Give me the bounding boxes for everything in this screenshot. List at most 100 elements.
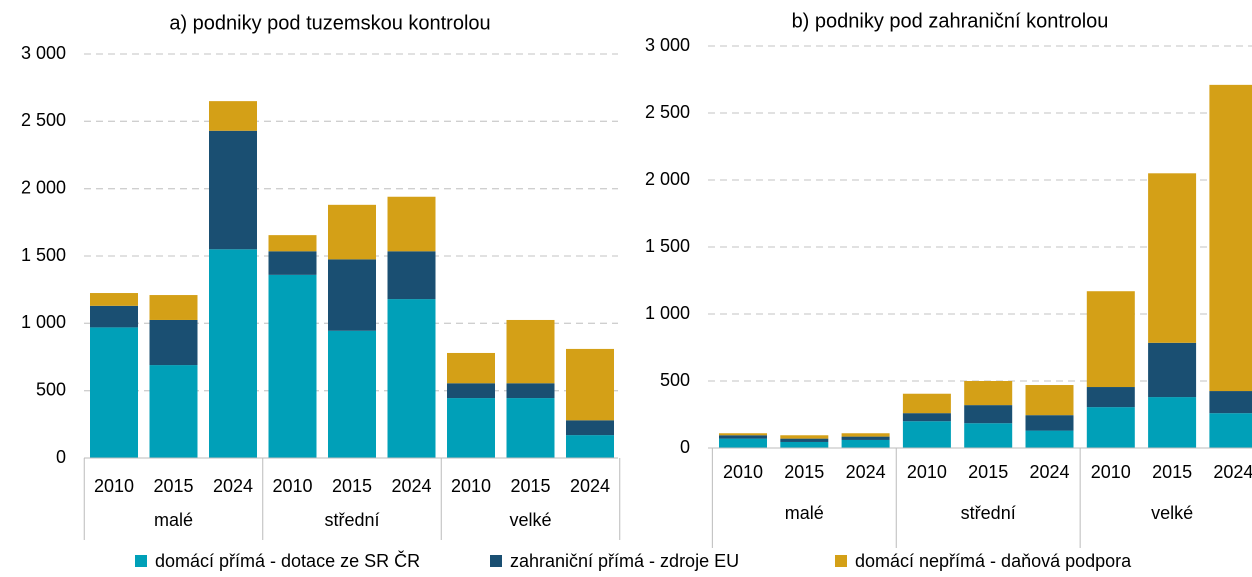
bar-segment (328, 330, 376, 458)
bar-segment (780, 435, 829, 439)
y-tick-label: 3 000 (645, 35, 690, 55)
bar-segment (447, 352, 495, 384)
y-tick-label: 1 500 (645, 236, 690, 256)
group-label: střední (324, 510, 379, 530)
bar-segment (902, 421, 951, 448)
bar-segment (1148, 397, 1197, 448)
x-tick-label: 2015 (332, 476, 372, 496)
bar-segment (149, 365, 198, 458)
bar-segment (1086, 291, 1135, 388)
bar-segment (902, 413, 951, 422)
bar-segment (1148, 342, 1197, 398)
bar-segment (387, 251, 436, 300)
x-tick-label: 2024 (1029, 462, 1069, 482)
group-label: malé (785, 503, 824, 523)
x-tick-label: 2015 (153, 476, 193, 496)
bar-segment (506, 319, 555, 384)
bar-segment (90, 327, 138, 458)
bar-segment (506, 398, 555, 458)
bar-segment (841, 436, 890, 440)
bar-segment (841, 439, 890, 448)
bar-segment (506, 383, 555, 399)
y-tick-label: 2 000 (645, 169, 690, 189)
bar-segment (268, 251, 317, 275)
y-tick-label: 1 500 (21, 245, 66, 265)
bar-segment (1025, 430, 1074, 448)
group-label: velké (1151, 503, 1193, 523)
bar-segment (1086, 407, 1135, 448)
chart-title: b) podniky pod zahraniční kontrolou (792, 10, 1109, 32)
bar-segment (780, 438, 829, 442)
x-tick-label: 2010 (723, 462, 763, 482)
x-tick-label: 2010 (94, 476, 134, 496)
x-tick-label: 2010 (907, 462, 947, 482)
y-tick-label: 0 (680, 437, 690, 457)
bar-segment (90, 305, 138, 328)
bar-segment (719, 438, 767, 448)
bar-segment (964, 381, 1013, 406)
chart-title: a) podniky pod tuzemskou kontrolou (169, 12, 490, 34)
bar-segment (209, 249, 257, 458)
x-tick-label: 2024 (391, 476, 431, 496)
legend-swatch (490, 555, 502, 567)
y-tick-label: 500 (36, 379, 66, 399)
bar-segment (209, 101, 257, 131)
x-tick-label: 2024 (213, 476, 253, 496)
legend-swatch (835, 555, 847, 567)
bar-segment (841, 433, 890, 437)
bar-segment (964, 405, 1013, 424)
bar-segment (328, 259, 376, 331)
bar-segment (1209, 84, 1252, 392)
bar-segment (566, 420, 614, 436)
y-tick-label: 3 000 (21, 43, 66, 63)
legend-swatch (135, 555, 147, 567)
x-tick-label: 2024 (570, 476, 610, 496)
x-tick-label: 2010 (451, 476, 491, 496)
x-tick-label: 2015 (784, 462, 824, 482)
bar-segment (1086, 387, 1135, 408)
x-tick-label: 2010 (272, 476, 312, 496)
y-tick-label: 500 (660, 370, 690, 390)
y-tick-label: 2 000 (21, 177, 66, 197)
y-tick-label: 2 500 (21, 110, 66, 130)
x-tick-label: 2015 (968, 462, 1008, 482)
x-tick-label: 2024 (846, 462, 886, 482)
bar-segment (1025, 415, 1074, 431)
x-tick-label: 2015 (510, 476, 550, 496)
bar-segment (90, 293, 138, 306)
bar-segment (1209, 391, 1252, 414)
bar-segment (149, 295, 198, 320)
bar-segment (209, 130, 257, 250)
y-tick-label: 1 000 (645, 303, 690, 323)
bar-segment (719, 433, 767, 436)
bar-segment (964, 423, 1013, 448)
bar-segment (268, 274, 317, 458)
y-tick-label: 2 500 (645, 102, 690, 122)
legend-label: domácí nepřímá - daňová podpora (855, 551, 1132, 571)
bar-segment (1025, 385, 1074, 416)
group-label: střední (961, 503, 1016, 523)
bar-segment (447, 383, 495, 399)
bar-segment (566, 435, 614, 458)
bar-segment (719, 435, 767, 439)
x-tick-label: 2024 (1213, 462, 1252, 482)
legend-label: domácí přímá - dotace ze SR ČR (155, 550, 420, 571)
bar-segment (268, 235, 317, 252)
bar-segment (780, 441, 829, 448)
bar-segment (328, 204, 376, 260)
legend-label: zahraniční přímá - zdroje EU (510, 551, 739, 571)
bar-segment (1148, 173, 1197, 343)
y-tick-label: 1 000 (21, 312, 66, 332)
group-label: velké (509, 510, 551, 530)
group-label: malé (154, 510, 193, 530)
y-tick-label: 0 (56, 447, 66, 467)
bar-segment (447, 398, 495, 458)
bar-segment (387, 196, 436, 252)
bar-segment (387, 299, 436, 458)
bar-segment (902, 393, 951, 414)
x-tick-label: 2015 (1152, 462, 1192, 482)
x-tick-label: 2010 (1091, 462, 1131, 482)
bar-segment (149, 319, 198, 366)
bar-segment (1209, 413, 1252, 448)
